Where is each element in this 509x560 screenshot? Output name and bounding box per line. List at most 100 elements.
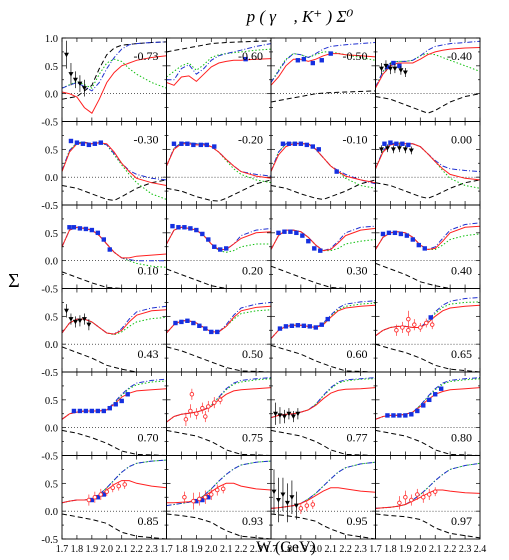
panel-4: -0.30 — [61, 121, 167, 206]
data-point-black — [81, 317, 87, 322]
panel-label: -0.20 — [238, 133, 263, 147]
y-tick-label: 0.5 — [45, 145, 58, 156]
x-tick-label: 1.9 — [86, 544, 99, 555]
data-point-blue — [428, 315, 433, 320]
curve-dotted — [166, 309, 271, 334]
data-point-blue — [313, 325, 318, 330]
data-point-blue — [89, 497, 95, 503]
data-point-red — [394, 328, 399, 333]
data-point-red — [116, 483, 121, 489]
curve-solid — [166, 387, 271, 423]
x-tick-label: 1.7 — [160, 544, 173, 555]
x-tick-label: 2.2 — [235, 544, 248, 555]
y-tick-label: 0.0 — [45, 424, 58, 435]
curve-solid — [375, 143, 480, 181]
x-tick-label: 2.2 — [130, 544, 143, 555]
data-point-blue — [304, 142, 310, 148]
data-point-blue — [394, 141, 399, 146]
x-tick-label: 1.7 — [265, 544, 278, 555]
panel-frame — [375, 455, 481, 540]
panel-18: 0.77 — [270, 371, 376, 456]
curves — [62, 225, 167, 289]
curve-dashdot — [375, 296, 480, 337]
data-point-blue — [385, 413, 390, 418]
data-point-black — [77, 318, 83, 324]
data-point-red — [203, 414, 208, 419]
data-point-black — [398, 68, 404, 73]
curve-solid — [271, 143, 376, 184]
data-point-blue — [191, 320, 196, 326]
curve-dashdot — [271, 377, 376, 419]
data-point-blue — [310, 144, 315, 149]
curve-solid — [271, 227, 376, 252]
curve-dotted — [62, 459, 167, 504]
data-point-blue — [83, 226, 89, 232]
curve-dotted — [271, 229, 376, 252]
panel-8: 0.10 — [61, 204, 167, 289]
data-point-blue — [243, 56, 248, 62]
data-point-blue — [185, 141, 190, 146]
data-point-red — [432, 489, 438, 494]
panel-19: 0.80 — [375, 371, 481, 456]
y-tick-label: 0.0 — [45, 257, 58, 268]
curve-dashed — [62, 429, 167, 456]
data-point-blue — [98, 140, 104, 145]
data-point-red — [110, 485, 116, 491]
data-point-blue — [319, 58, 324, 63]
y-tick-label: 0.0 — [45, 90, 58, 101]
y-tick-label: -0.5 — [41, 368, 58, 379]
data-point-blue — [388, 140, 393, 145]
data-point-blue — [101, 492, 106, 497]
curves — [271, 461, 376, 539]
data-point-blue — [316, 147, 321, 152]
data-point-red — [424, 320, 429, 326]
curve-solid — [166, 305, 271, 334]
data-point-blue — [191, 142, 196, 148]
panel-label: 0.93 — [242, 514, 263, 528]
curves — [166, 223, 271, 289]
data-point-blue — [307, 324, 313, 329]
panel-2: -0.50 — [270, 37, 376, 122]
data-point-blue — [415, 408, 420, 414]
data-point-blue — [206, 495, 211, 500]
data-point-black — [289, 495, 295, 500]
data-point-blue — [119, 398, 124, 404]
curve-dashed — [271, 429, 376, 456]
data-point-blue — [295, 323, 301, 328]
curve-dotted — [62, 380, 167, 420]
curve-dashed — [375, 93, 480, 114]
data-point-blue — [215, 329, 220, 335]
curve-dashed — [166, 179, 271, 202]
panel-label: 0.43 — [138, 347, 159, 361]
panel-label: 0.00 — [451, 133, 472, 147]
curve-dashdot — [271, 42, 376, 83]
data-point-black — [63, 308, 69, 314]
data-point-blue — [113, 402, 118, 407]
curve-dashed — [166, 513, 271, 539]
data-point-red — [189, 392, 195, 397]
x-tick-label: 2.1 — [220, 544, 233, 555]
data-point-blue — [422, 246, 427, 251]
data-point-blue — [80, 141, 86, 146]
data-point-black — [280, 492, 286, 497]
curve-dashdot — [62, 141, 167, 181]
curve-solid — [62, 480, 167, 504]
data-point-black — [378, 66, 384, 72]
data-point-blue — [194, 498, 199, 504]
curve-solid — [271, 53, 376, 86]
curve-dashed — [62, 179, 167, 202]
data-point-blue — [300, 233, 305, 238]
data-point-blue — [68, 138, 74, 144]
curves — [166, 460, 271, 539]
data-point-red — [429, 322, 435, 327]
data-point-blue — [391, 60, 396, 66]
panel-15: 0.65 — [375, 288, 481, 373]
data-point-blue — [188, 226, 193, 231]
curve-dashdot — [166, 301, 271, 334]
panel-14: 0.60 — [270, 288, 376, 373]
data-point-blue — [107, 405, 112, 411]
data-point-blue — [292, 141, 298, 146]
data-point-blue — [101, 237, 106, 242]
data-point-black — [81, 86, 87, 91]
data-point-blue — [391, 413, 396, 418]
